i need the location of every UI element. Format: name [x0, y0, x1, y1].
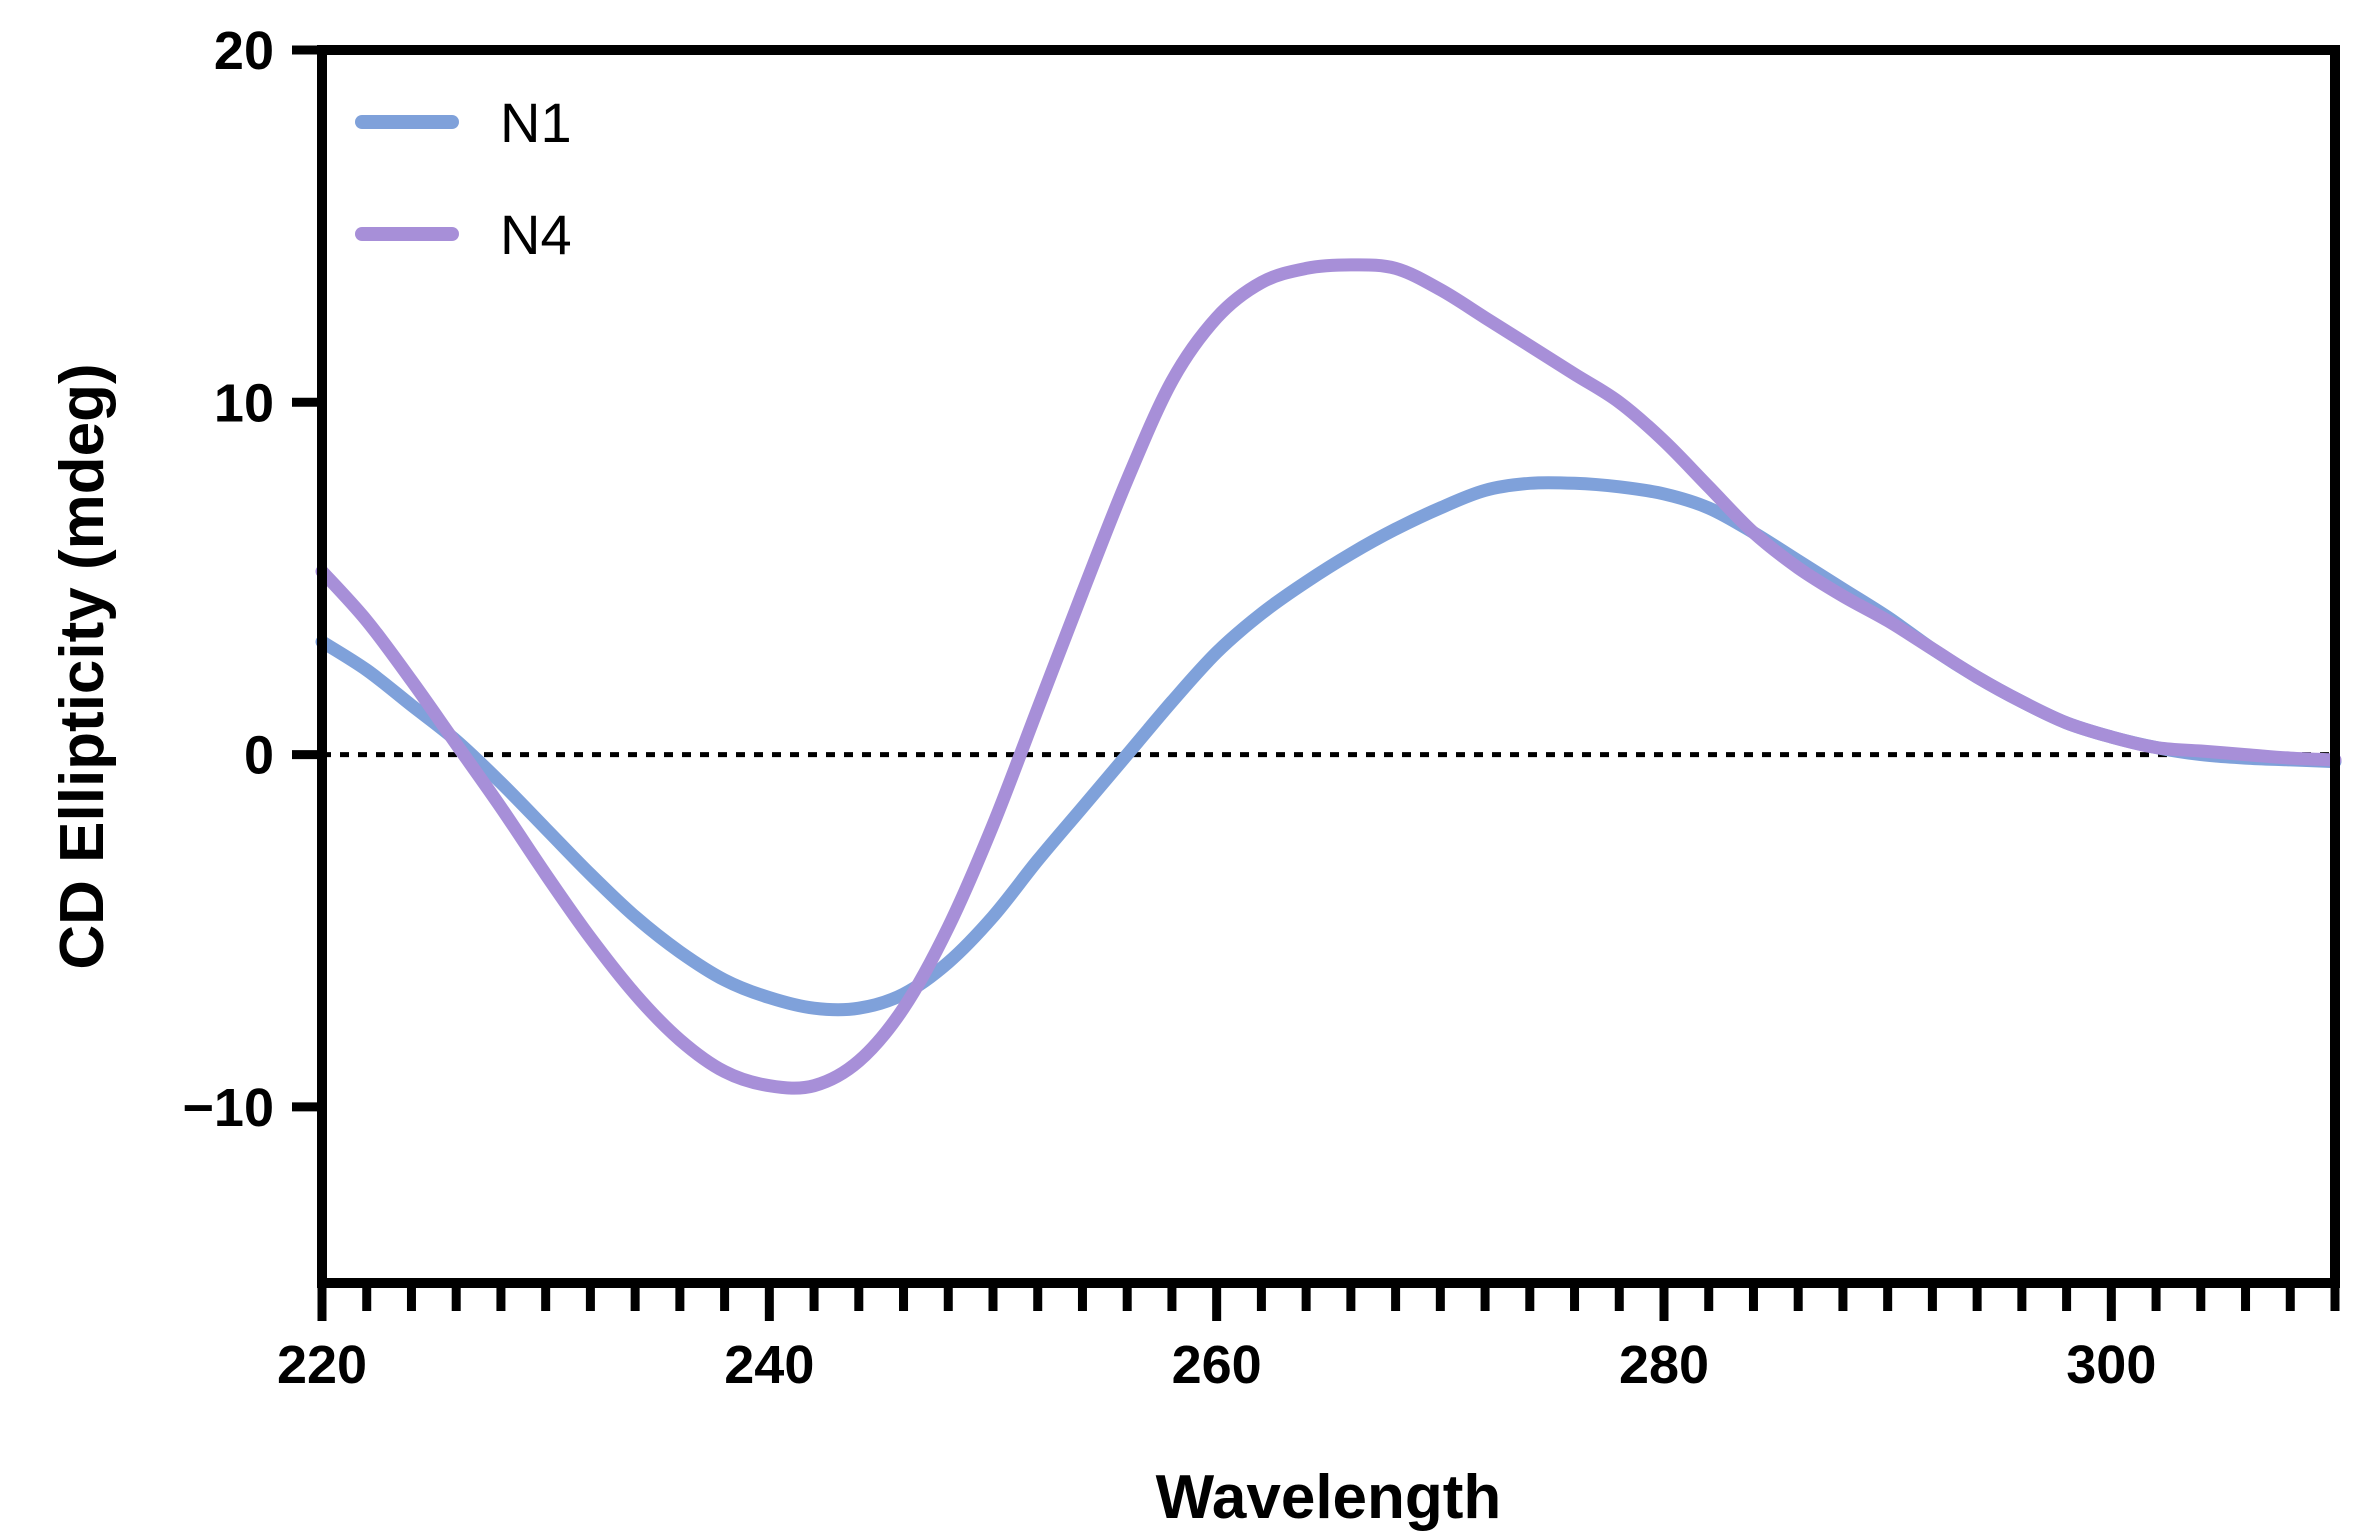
x-tick-label: 240: [724, 1335, 814, 1395]
axes-layer: [317, 45, 2340, 1288]
x-tick-label: 220: [277, 1335, 367, 1395]
x-tick-label: 260: [1172, 1335, 1262, 1395]
y-axis-title: CD Ellipticity (mdeg): [48, 363, 117, 969]
y-tick-label: 20: [214, 21, 274, 81]
y-tick-label: 10: [214, 373, 274, 433]
legend-label-n4: N4: [500, 203, 572, 266]
x-tick-label: 300: [2066, 1335, 2156, 1395]
series-line-n4: [315, 258, 2342, 1095]
x-tick-label: 280: [1619, 1335, 1709, 1395]
legend: N1 N4: [355, 91, 572, 266]
legend-label-n1: N1: [500, 91, 572, 154]
y-tick-label: −10: [182, 1078, 274, 1138]
y-tick-label: 0: [244, 726, 274, 786]
ticks-layer: 220 240 260 280 300 20 10 0 −10: [182, 21, 2340, 1395]
x-axis-title: Wavelength: [1156, 1463, 1502, 1532]
series-layer: [315, 258, 2342, 1095]
series-line-n1: [315, 476, 2342, 1017]
